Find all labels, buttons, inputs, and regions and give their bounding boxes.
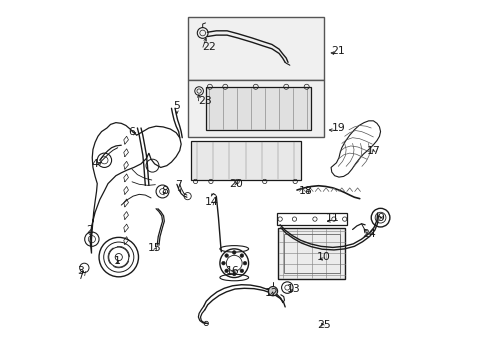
Text: 8: 8 [161, 186, 168, 196]
Text: 12: 12 [265, 288, 279, 298]
Text: 15: 15 [148, 243, 162, 253]
Text: 20: 20 [229, 179, 243, 189]
Circle shape [269, 287, 278, 296]
Text: 5: 5 [173, 102, 180, 112]
Text: 21: 21 [331, 46, 345, 56]
Text: 6: 6 [128, 127, 135, 136]
Bar [188, 80, 324, 137]
Text: 9: 9 [378, 213, 385, 222]
Text: 22: 22 [202, 42, 216, 52]
Text: 25: 25 [317, 320, 331, 330]
Circle shape [240, 269, 244, 273]
Text: 7: 7 [175, 180, 182, 190]
Text: 13: 13 [287, 284, 300, 294]
Text: 18: 18 [299, 186, 313, 196]
Bar [285, 234, 340, 273]
Text: 11: 11 [326, 213, 340, 222]
Text: 24: 24 [362, 229, 376, 239]
Text: 16: 16 [225, 266, 239, 276]
Bar [277, 213, 347, 225]
Circle shape [225, 269, 228, 273]
Bar [205, 87, 311, 130]
Circle shape [225, 254, 228, 257]
Text: 1: 1 [114, 256, 121, 266]
Text: 17: 17 [367, 146, 381, 156]
Bar [278, 228, 345, 279]
Text: 2: 2 [87, 225, 94, 235]
Text: 19: 19 [331, 123, 345, 133]
Text: 10: 10 [317, 252, 331, 262]
Bar [191, 141, 300, 180]
Text: 3: 3 [77, 266, 84, 276]
Circle shape [221, 261, 225, 265]
Circle shape [232, 251, 236, 254]
Circle shape [232, 272, 236, 276]
Text: 4: 4 [92, 159, 98, 169]
Bar [188, 17, 324, 80]
Circle shape [240, 254, 244, 257]
Circle shape [243, 261, 247, 265]
Text: 23: 23 [198, 96, 212, 106]
Text: 14: 14 [205, 197, 219, 207]
